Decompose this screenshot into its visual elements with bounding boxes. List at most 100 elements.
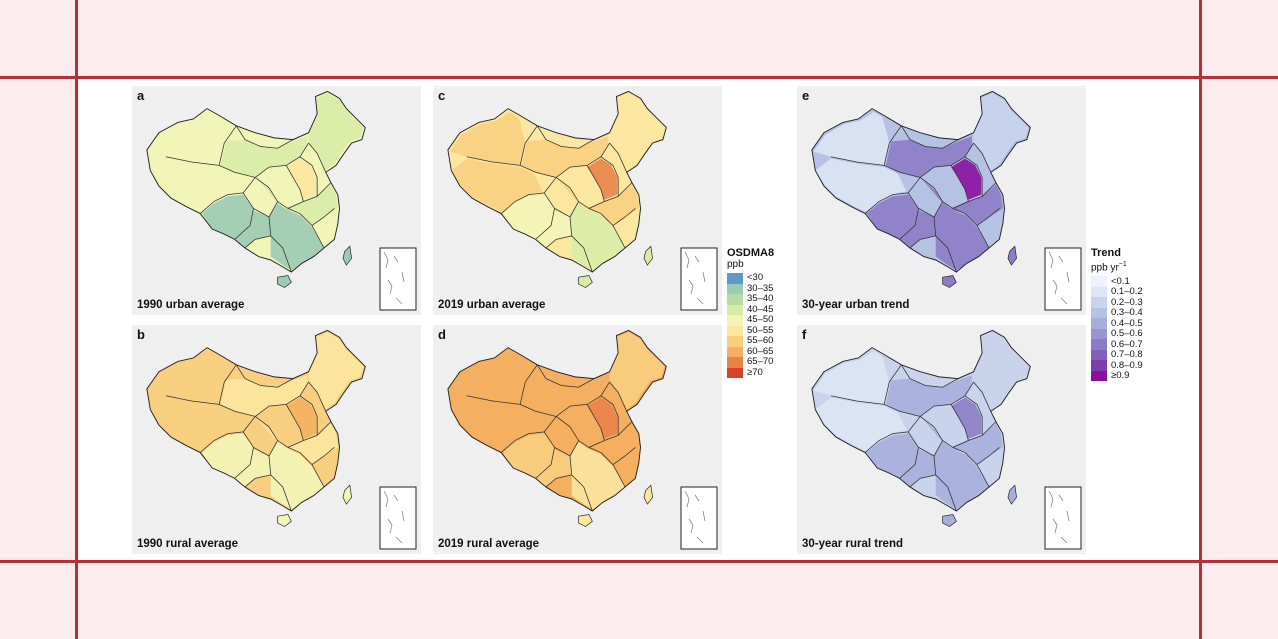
map-panel-f: f 30-year rural trend <box>797 325 1086 554</box>
china-border <box>447 90 667 273</box>
legend-entry: 0.7–0.8 <box>1091 350 1143 361</box>
region-ncp <box>286 158 317 200</box>
region-nw <box>815 158 907 212</box>
legend-entry: 0.4–0.5 <box>1091 318 1143 329</box>
taiwan-island <box>342 245 352 266</box>
province-border <box>964 395 983 436</box>
province-border <box>536 125 595 149</box>
legend-swatch <box>727 283 743 294</box>
region-ncp <box>951 158 982 200</box>
province-border <box>234 431 254 479</box>
legend-unit-base: ppb yr <box>1091 262 1119 274</box>
legend-swatch <box>727 304 743 315</box>
region-center <box>256 418 338 465</box>
province-border <box>612 447 636 465</box>
hainan-island <box>578 514 593 527</box>
inset-islands <box>383 490 405 544</box>
legend-label: 0.7–0.8 <box>1111 349 1143 361</box>
region-nw <box>451 397 543 451</box>
legend-swatch <box>1091 307 1107 319</box>
south-china-sea-inset <box>379 247 417 311</box>
legend-swatch <box>1091 339 1107 350</box>
province-border <box>973 381 992 412</box>
legend-entry: 0.2–0.3 <box>1091 297 1143 308</box>
legend-rows: <30 30–35 35–40 40–45 45–50 50–55 55–60 60–65 65… <box>727 273 774 378</box>
china-map <box>447 329 718 550</box>
region-center <box>557 418 639 465</box>
region-sw <box>234 210 271 248</box>
legend-swatch <box>727 367 743 378</box>
region-ne <box>973 93 1029 171</box>
panel-title: 30-year urban trend <box>802 299 910 311</box>
province-border <box>950 404 969 441</box>
region-nw <box>813 112 890 166</box>
legend-label: 0.5–0.6 <box>1111 328 1143 340</box>
province-border <box>933 201 957 273</box>
legend-swatch <box>1091 318 1107 329</box>
province-border <box>244 235 271 249</box>
legend-unit: ppb yr−1 <box>1091 259 1143 273</box>
region-nw <box>449 112 526 166</box>
taiwan-island <box>1007 245 1017 266</box>
province-border <box>535 192 555 240</box>
taiwan-island <box>643 484 653 505</box>
province-border <box>199 177 256 214</box>
legend-title: Trend <box>1091 247 1121 259</box>
inset-islands <box>684 490 706 544</box>
legend-swatch <box>1091 370 1107 382</box>
legend-ozone: OSDMA8 ppb <30 30–35 35–40 40–45 45–50 50–55 5… <box>727 247 774 378</box>
china-map <box>146 329 417 550</box>
legend-swatch <box>727 336 743 347</box>
province-border <box>586 404 605 441</box>
province-border <box>900 364 959 388</box>
region-se <box>934 203 990 271</box>
map-panel-c: c 2019 urban average <box>433 86 722 315</box>
china-border <box>811 90 1031 273</box>
legend-entry: 35–40 <box>727 294 774 305</box>
region-sw <box>502 194 555 240</box>
map-panel-b: b 1990 rural average <box>132 325 421 554</box>
region-sw <box>535 449 572 487</box>
inset-islands <box>684 251 706 305</box>
province-border <box>554 447 571 457</box>
legend-swatch <box>1091 297 1107 308</box>
legend-entry: ≥70 <box>727 367 774 378</box>
south-china-sea-inset <box>680 247 718 311</box>
region-center <box>921 179 1003 226</box>
province-border <box>500 416 557 453</box>
panel-title: 2019 rural average <box>438 538 540 550</box>
legend-label: <0.1 <box>1111 275 1130 287</box>
region-nw <box>449 351 526 405</box>
region-center <box>885 375 972 417</box>
frame-line-top <box>0 76 1278 79</box>
province-border <box>299 395 318 436</box>
province-border <box>235 364 294 388</box>
province-border <box>519 125 538 166</box>
region-se <box>269 203 325 271</box>
region-nw <box>813 351 890 405</box>
province-border <box>933 440 957 512</box>
province-border <box>899 192 919 240</box>
province-border <box>586 165 605 202</box>
china-mainland <box>811 90 1031 288</box>
province-border <box>864 177 921 214</box>
region-sw <box>535 210 572 248</box>
legend-entry: 60–65 <box>727 346 774 357</box>
panel-label: a <box>137 88 145 103</box>
south-china-sea-inset <box>680 486 718 550</box>
province-border <box>285 165 304 202</box>
legend-title: OSDMA8 <box>727 247 775 259</box>
legend-swatch <box>1091 360 1107 371</box>
legend-entry: <0.1 <box>1091 276 1143 287</box>
legend-entry: 55–60 <box>727 336 774 347</box>
legend-label: 0.8–0.9 <box>1111 359 1143 371</box>
china-map <box>811 90 1082 311</box>
province-border <box>287 182 332 209</box>
province-border <box>609 381 628 412</box>
legend-entry: ≥0.9 <box>1091 371 1143 382</box>
south-china-sea-inset <box>1044 247 1082 311</box>
province-border <box>554 208 571 218</box>
province-border <box>311 447 335 465</box>
china-map <box>447 90 718 311</box>
region-sw <box>899 210 936 248</box>
